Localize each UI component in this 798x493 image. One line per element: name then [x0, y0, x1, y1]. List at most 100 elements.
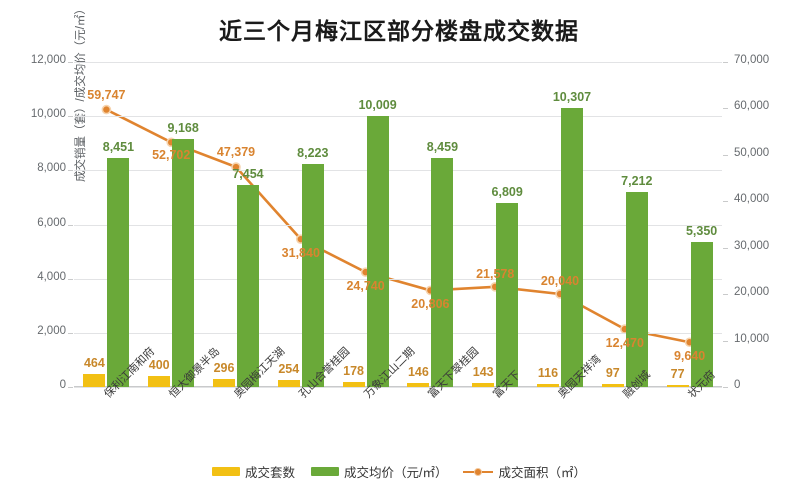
bar-deals-count[interactable] — [212, 378, 235, 387]
bar-avg-price[interactable] — [301, 164, 324, 387]
legend-swatch-line-icon — [463, 467, 494, 477]
bar-deals-count[interactable] — [277, 380, 300, 387]
line-label-area: 21,578 — [476, 266, 515, 281]
y-axis-right-tick: 50,000 — [734, 146, 770, 159]
y-axis-left-tick: 8,000 — [37, 162, 66, 175]
bar-avg-price[interactable] — [690, 242, 713, 387]
tick-mark — [723, 154, 728, 156]
gridline — [74, 116, 722, 118]
bar-label-avg-price: 8,459 — [426, 139, 459, 154]
legend-label: 成交均价（元/㎡） — [344, 466, 448, 480]
legend-deals-count[interactable]: 成交套数 — [211, 462, 295, 481]
line-point-area[interactable] — [101, 104, 112, 115]
y-axis-left-tick: 12,000 — [30, 54, 66, 66]
bar-label-deals-count: 97 — [605, 366, 620, 381]
tick-mark — [723, 340, 728, 342]
bar-avg-price[interactable] — [431, 157, 454, 387]
bar-deals-count[interactable] — [536, 383, 559, 387]
tick-mark — [68, 332, 73, 334]
gridline — [74, 332, 722, 334]
gridline — [74, 170, 722, 172]
line-path-area — [105, 108, 690, 344]
y-axis-right-tick: 20,000 — [734, 286, 770, 299]
bar-group[interactable]: 400 9,168 — [139, 62, 204, 387]
bar-deals-count[interactable] — [407, 383, 430, 387]
y-axis-left-tick: 6,000 — [37, 216, 66, 229]
bar-group[interactable]: 178 10,009 — [333, 62, 398, 387]
bar-label-avg-price: 7,212 — [621, 173, 653, 188]
tick-mark — [68, 387, 73, 388]
bar-group[interactable]: 116 10,307 — [528, 62, 593, 387]
legend-swatch-bar-icon — [311, 467, 339, 476]
legend-area[interactable]: 成交面积（㎡） — [463, 462, 586, 481]
tick-mark — [723, 108, 728, 110]
bar-group[interactable]: 254 8,223 — [268, 62, 333, 387]
legend-swatch-bar-icon — [211, 467, 240, 476]
line-label-area: 59,747 — [87, 87, 126, 102]
y-axis-right-tick: 40,000 — [734, 193, 770, 206]
bar-group[interactable]: 97 7,212 — [592, 62, 657, 387]
tick-mark — [68, 224, 73, 226]
bar-deals-count[interactable] — [601, 384, 624, 387]
gridline — [74, 387, 722, 388]
line-label-area: 47,379 — [216, 145, 256, 160]
gridline — [74, 224, 722, 226]
bar-group[interactable]: 464 8,451 — [74, 62, 139, 387]
bar-label-avg-price: 8,223 — [297, 146, 329, 161]
bar-avg-price[interactable] — [236, 185, 259, 387]
gridline — [74, 278, 722, 280]
chart-legend: 成交套数 成交均价（元/㎡） 成交面积（㎡） — [0, 462, 798, 481]
tick-mark — [723, 294, 728, 296]
x-axis-line — [74, 386, 722, 387]
bar-avg-price[interactable] — [366, 115, 389, 387]
y-axis-left-tick: 2,000 — [37, 324, 66, 337]
line-label-area: 52,702 — [152, 148, 191, 163]
bar-deals-count[interactable] — [148, 376, 171, 387]
bar-avg-price[interactable] — [496, 202, 519, 387]
bar-label-deals-count: 143 — [472, 365, 494, 380]
page-title: 近三个月梅江区部分楼盘成交数据 — [219, 18, 579, 44]
bar-label-deals-count: 254 — [278, 362, 300, 377]
bar-group[interactable]: 143 6,809 — [463, 62, 528, 387]
bar-label-deals-count: 146 — [407, 365, 429, 380]
bar-label-avg-price: 10,009 — [358, 97, 397, 112]
bar-avg-price[interactable] — [107, 158, 130, 387]
tick-mark — [68, 170, 73, 172]
bar-group[interactable]: 77 5,350 — [657, 62, 722, 387]
tick-mark — [723, 387, 728, 388]
legend-label: 成交面积（㎡） — [498, 466, 586, 480]
legend-label: 成交套数 — [244, 466, 295, 480]
bar-label-deals-count: 464 — [83, 356, 105, 371]
plot-area: 成交销量（套）/成交均价（元/㎡） 12,000 10,000 8,000 6,000… — [31, 3, 769, 391]
bar-deals-count[interactable] — [83, 374, 106, 387]
bar-label-deals-count: 178 — [343, 364, 365, 379]
tick-mark — [723, 247, 728, 249]
bar-label-avg-price: 8,451 — [102, 140, 135, 155]
bar-label-avg-price: 6,809 — [491, 184, 523, 199]
bar-avg-price[interactable] — [560, 107, 583, 387]
line-label-area: 20,040 — [540, 273, 580, 288]
y-axis-right-tick: 60,000 — [734, 100, 770, 113]
bar-avg-price[interactable] — [625, 191, 648, 387]
line-label-area: 12,470 — [605, 336, 644, 351]
x-axis-labels: 保利江南和府 恒大御景半岛 奥园梅江天湖 孔山合誉桂园 万象江山二期 富天下翠桂园 富天下奥… — [74, 345, 722, 462]
bar-group[interactable]: 296 7,454 — [204, 62, 269, 387]
bar-label-avg-price: 9,168 — [167, 120, 199, 135]
bar-label-avg-price: 10,307 — [552, 89, 592, 104]
bar-label-deals-count: 77 — [670, 366, 685, 381]
tick-mark — [68, 116, 73, 118]
legend-avg-price[interactable]: 成交均价（元/㎡） — [311, 462, 447, 481]
y-axis-right-tick: 70,000 — [734, 54, 770, 66]
bar-deals-count[interactable] — [342, 382, 365, 387]
bar-deals-count[interactable] — [666, 384, 689, 387]
gridline — [74, 62, 722, 63]
line-label-area: 24,740 — [346, 279, 385, 294]
tick-mark — [68, 62, 73, 63]
bar-group[interactable]: 146 8,459 — [398, 62, 463, 387]
y-axis-left-tick: 0 — [59, 379, 66, 391]
bar-label-avg-price: 7,454 — [232, 167, 264, 182]
bar-deals-count[interactable] — [472, 383, 495, 387]
bar-label-deals-count: 116 — [537, 365, 559, 380]
bar-label-deals-count: 296 — [213, 360, 235, 375]
bar-avg-price[interactable] — [172, 138, 195, 387]
